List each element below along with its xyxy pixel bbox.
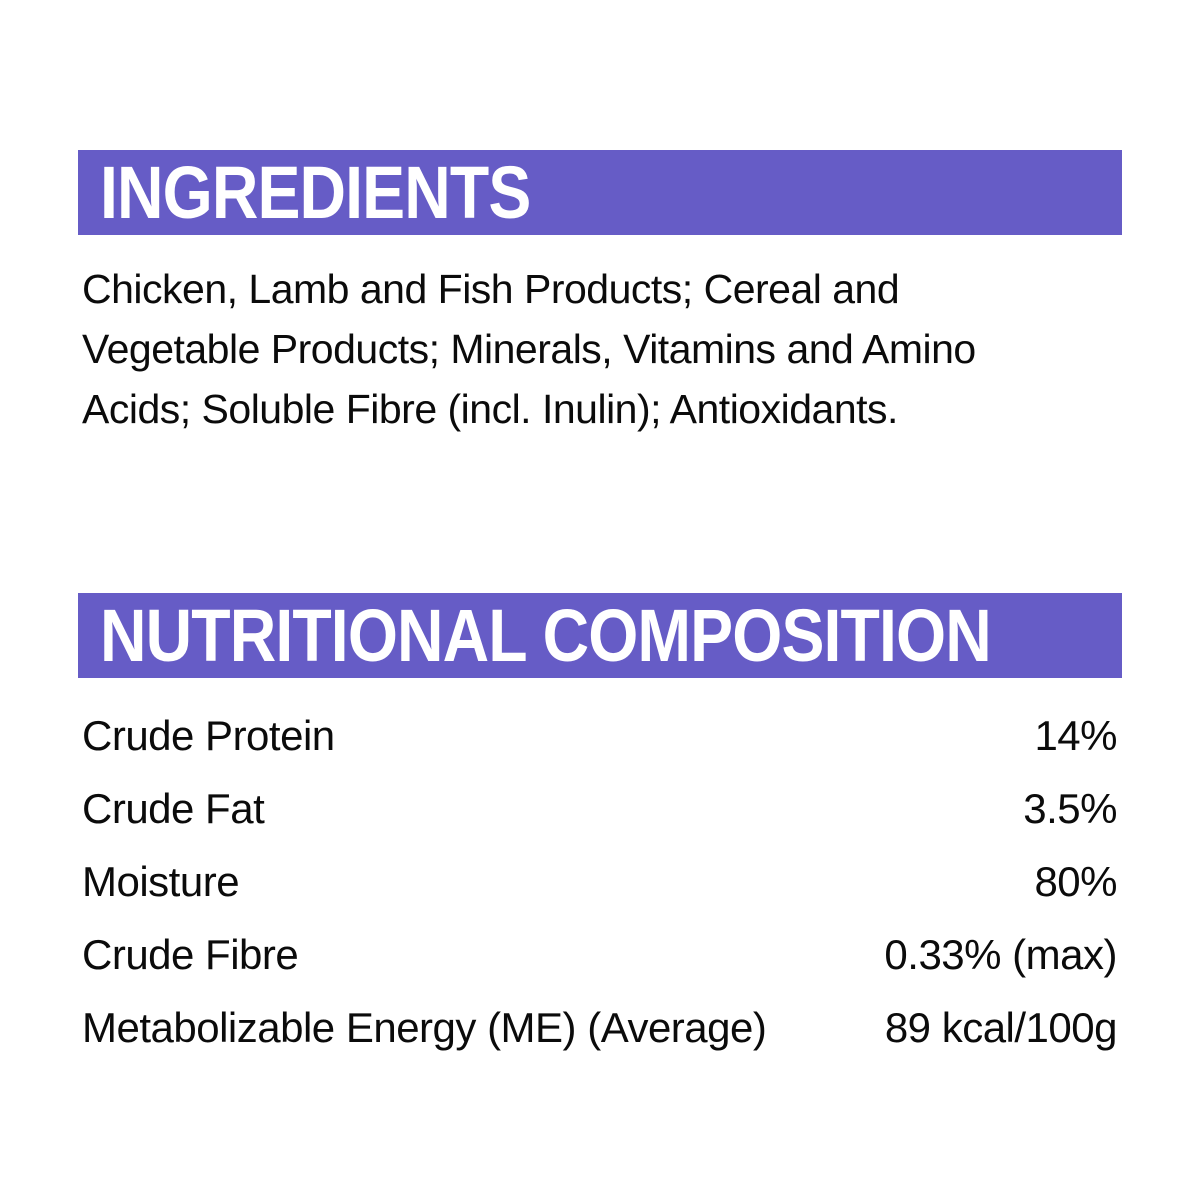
ingredients-header-bar: INGREDIENTS	[78, 150, 1122, 235]
row-label: Crude Protein	[82, 712, 335, 759]
table-row-crude-fat: Crude Fat 3.5%	[82, 772, 1117, 845]
nutrition-table: Crude Protein 14% Crude Fat 3.5% Moistur…	[82, 699, 1118, 1064]
row-value: 0.33% (max)	[884, 931, 1117, 978]
row-value: 3.5%	[1023, 785, 1117, 832]
row-value: 80%	[1034, 858, 1117, 905]
table-row-moisture: Moisture 80%	[82, 845, 1117, 918]
row-label: Crude Fat	[82, 785, 265, 832]
ingredients-text: Chicken, Lamb and Fish Products; Cereal …	[82, 266, 976, 432]
row-value: 89 kcal/100g	[884, 1004, 1118, 1051]
table-row-crude-protein: Crude Protein 14%	[82, 699, 1117, 772]
row-value: 14%	[1034, 712, 1117, 759]
ingredients-header-title: INGREDIENTS	[100, 151, 531, 234]
nutrition-header-bar: NUTRITIONAL COMPOSITION	[78, 593, 1122, 678]
row-label: Moisture	[82, 858, 240, 905]
table-row-crude-fibre: Crude Fibre 0.33% (max)	[82, 918, 1117, 991]
row-label: Crude Fibre	[82, 931, 299, 978]
table-row-metabolizable-energy: Metabolizable Energy (ME) (Average) 89 k…	[82, 991, 1118, 1064]
row-label: Metabolizable Energy (ME) (Average)	[82, 1004, 767, 1051]
nutrition-header-title: NUTRITIONAL COMPOSITION	[100, 594, 992, 677]
